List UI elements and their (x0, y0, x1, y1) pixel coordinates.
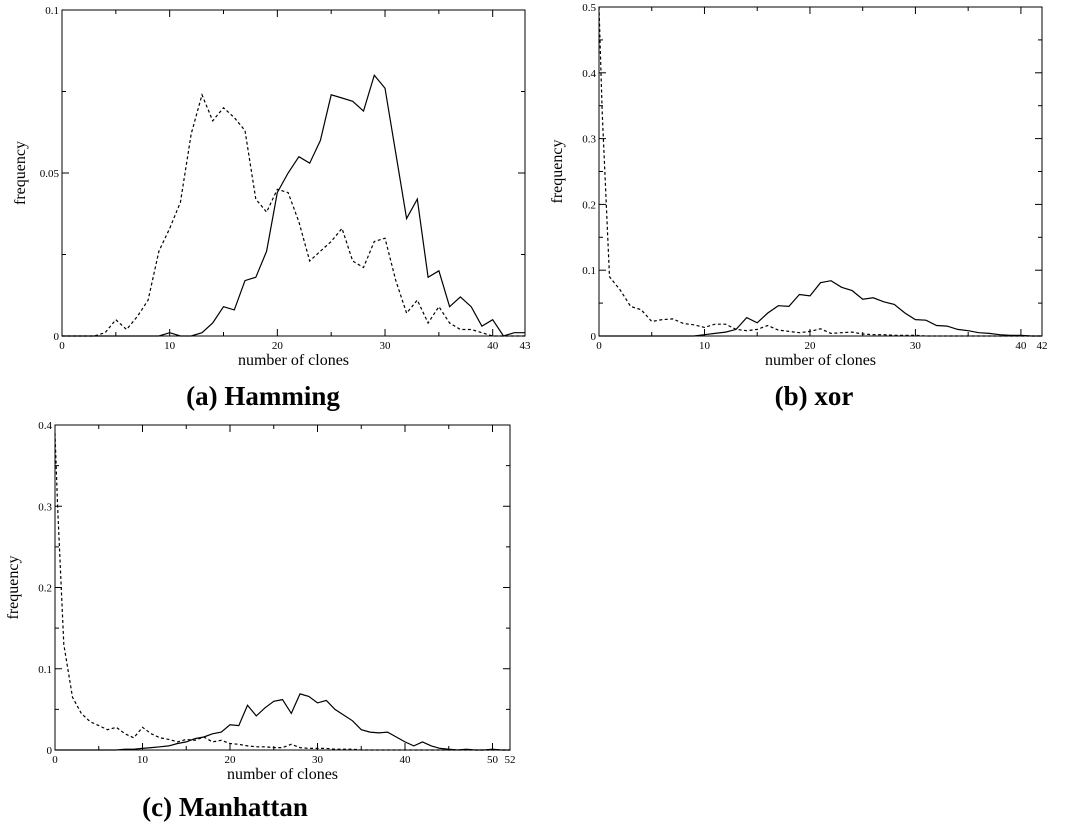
x-tick-label: 52 (505, 754, 516, 766)
chart-caption: (b) xor (775, 381, 854, 411)
y-axis-label: frequency (549, 140, 566, 204)
y-tick-label: 0 (591, 331, 597, 343)
y-tick-label: 0.3 (38, 501, 52, 513)
chart-caption: (a) Hamming (186, 381, 340, 411)
x-tick-label: 30 (910, 340, 922, 352)
chart-xor: 0 10 20 30 40 42 0 0.1 0.2 0.3 0.4 0.5 number of clo… (549, 2, 1048, 411)
x-tick-label: 0 (596, 340, 602, 352)
y-tick-label: 0.4 (38, 420, 52, 432)
x-tick-label: 42 (1037, 340, 1048, 352)
x-tick-label: 40 (400, 754, 412, 766)
y-tick-label: 0 (47, 745, 53, 757)
chart-caption: (c) Manhattan (142, 792, 308, 822)
x-tick-label: 20 (225, 754, 237, 766)
x-tick-label: 43 (520, 340, 532, 352)
x-tick-label: 40 (1015, 340, 1027, 352)
series-line-dashed (54, 433, 510, 751)
series-line-solid (599, 280, 1042, 337)
x-tick-label: 10 (699, 340, 711, 352)
plot-frame (598, 6, 1043, 337)
series-line-dashed (598, 6, 1042, 337)
series-line-solid (62, 73, 525, 337)
x-axis-label: number of clones (227, 766, 338, 783)
y-tick-label: 0.5 (582, 2, 596, 14)
x-axis-label: number of clones (765, 352, 876, 369)
y-axis-label: frequency (12, 141, 29, 205)
series-line-dashed (62, 92, 525, 337)
y-tick-label: 0.2 (582, 199, 596, 211)
y-tick-label: 0 (54, 331, 60, 343)
x-axis-label: number of clones (238, 352, 349, 369)
x-tick-label: 40 (487, 340, 499, 352)
x-tick-label: 10 (164, 340, 176, 352)
x-tick-label: 20 (804, 340, 816, 352)
y-tick-label: 0.1 (582, 265, 596, 277)
plot-frame (61, 9, 526, 337)
x-tick-label: 0 (52, 754, 58, 766)
y-tick-label: 0.05 (40, 168, 60, 180)
x-tick-label: 0 (59, 340, 65, 352)
y-tick-label: 0.2 (38, 583, 52, 595)
y-tick-label: 0.4 (582, 68, 596, 80)
plot-frame (54, 424, 511, 751)
x-tick-label: 50 (487, 754, 499, 766)
chart-hamming: 0 10 20 30 40 43 0 0.05 0.1 number of clones frequ… (12, 5, 531, 411)
y-tick-label: 0.3 (582, 134, 596, 146)
x-tick-label: 30 (380, 340, 392, 352)
y-axis-label: frequency (5, 556, 22, 620)
y-tick-label: 0.1 (38, 664, 52, 676)
y-tick-label: 0.1 (45, 5, 59, 17)
x-tick-label: 10 (137, 754, 149, 766)
x-tick-label: 20 (272, 340, 284, 352)
chart-manhattan: 0 10 20 30 40 50 52 0 0.1 0.2 0.3 0.4 number of clon… (5, 420, 516, 822)
series-line-solid (55, 693, 510, 751)
x-tick-label: 30 (312, 754, 324, 766)
